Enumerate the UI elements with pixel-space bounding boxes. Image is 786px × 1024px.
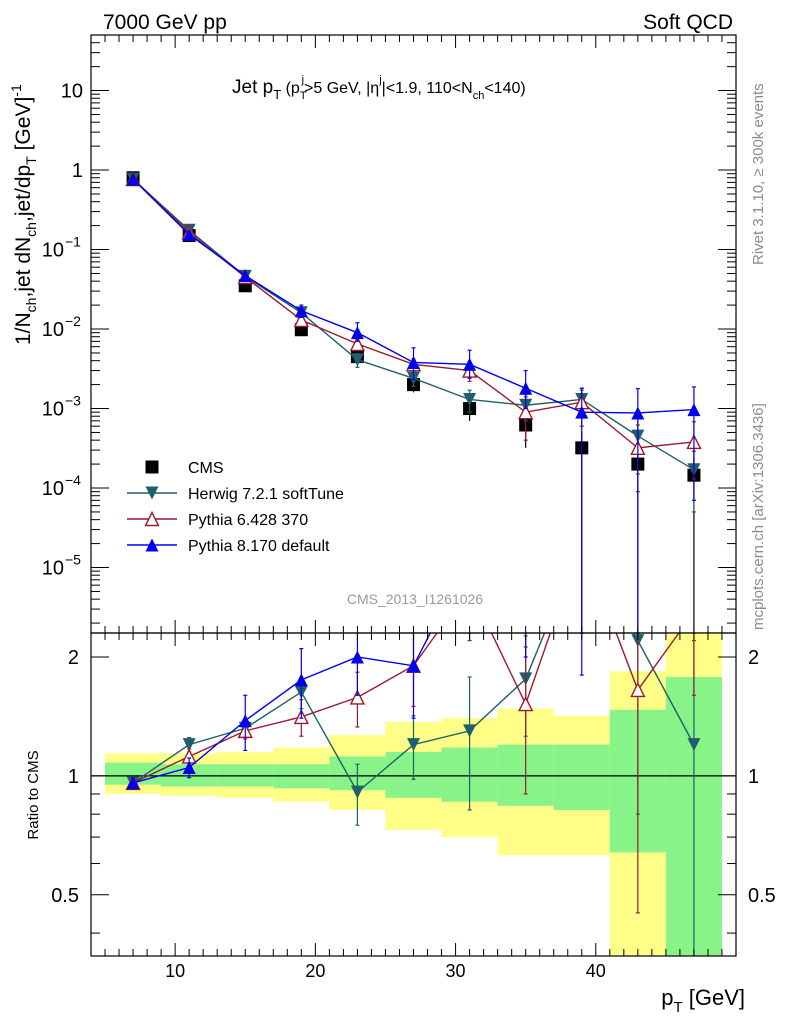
legend-marker bbox=[145, 538, 159, 552]
data-point bbox=[631, 406, 645, 420]
y-tick-label: 10 bbox=[61, 81, 83, 103]
data-point bbox=[350, 326, 364, 340]
data-point bbox=[463, 392, 477, 406]
ratio-y-ticks: 0.5 0.5 1 1 2 2 bbox=[51, 647, 776, 934]
main-series-0 bbox=[126, 171, 701, 633]
main-series-2 bbox=[125, 171, 702, 493]
y-tick-exponent: −5 bbox=[65, 552, 81, 568]
plot-title: Jet pT (pTj>5 GeV, |ηj|<1.9, 110<Nch<140… bbox=[232, 74, 526, 102]
ratio-plot-panel: 10 20 30 40 0.5 0.5 1 1 2 2 bbox=[51, 632, 776, 981]
data-point bbox=[575, 405, 589, 419]
ratio-y-tick-label-right: 2 bbox=[748, 647, 759, 669]
x-tick-label: 10 bbox=[165, 961, 185, 981]
ratio-point bbox=[294, 673, 308, 687]
legend-entry-1: Herwig 7.2.1 softTune bbox=[127, 486, 344, 503]
ratio-point bbox=[182, 761, 196, 775]
y-tick-label: 10 bbox=[42, 319, 64, 341]
ratio-point bbox=[349, 689, 366, 705]
legend-label: Herwig 7.2.1 softTune bbox=[188, 486, 344, 503]
data-point bbox=[350, 353, 364, 367]
legend-entry-2: Pythia 6.428 370 bbox=[127, 510, 308, 529]
y-tick-label: 1 bbox=[72, 160, 83, 182]
y-tick-label: 10 bbox=[42, 399, 64, 421]
y-tick-exponent: −3 bbox=[65, 393, 81, 409]
data-point bbox=[518, 404, 534, 420]
data-point bbox=[293, 311, 309, 328]
data-point bbox=[463, 357, 477, 371]
legend-marker bbox=[144, 510, 160, 527]
data-point bbox=[294, 304, 308, 318]
main-y-axis-label: 1/Nch,jet dNch,jet/dpT [GeV]-1 bbox=[8, 84, 39, 345]
ratio-point bbox=[463, 724, 477, 738]
ratio-point bbox=[518, 695, 534, 712]
ratio-x-ticks: 10 20 30 40 bbox=[104, 633, 723, 981]
data-point bbox=[407, 355, 420, 369]
legend-label: CMS bbox=[188, 460, 224, 477]
y-tick-label: 10 bbox=[42, 558, 64, 580]
inner-band-bin bbox=[553, 744, 610, 810]
data-point bbox=[349, 335, 366, 352]
data-point bbox=[238, 269, 252, 283]
y-tick-exponent: −1 bbox=[65, 234, 81, 250]
main-series-layer bbox=[125, 171, 702, 634]
ratio-y-tick-label: 2 bbox=[68, 647, 79, 669]
mcplots-label: mcplots.cern.ch [arXiv:1306.3436] bbox=[750, 403, 767, 630]
data-point bbox=[126, 172, 140, 186]
legend: CMS Herwig 7.2.1 softTune Pythia 6.428 370… bbox=[127, 460, 344, 555]
x-tick-label: 30 bbox=[446, 961, 466, 981]
data-point bbox=[687, 403, 701, 417]
data-point bbox=[519, 381, 533, 395]
header-right: Soft QCD bbox=[643, 11, 733, 34]
x-tick-label: 20 bbox=[305, 961, 325, 981]
ratio-y-tick-label-right: 0.5 bbox=[748, 885, 776, 907]
legend-label: Pythia 8.170 default bbox=[188, 538, 330, 555]
y-tick-label: 10 bbox=[42, 478, 64, 500]
ratio-point bbox=[238, 714, 252, 728]
analysis-watermark: CMS_2013_I1261026 bbox=[347, 591, 483, 607]
ratio-y-tick-label: 1 bbox=[68, 766, 79, 788]
ratio-point bbox=[687, 738, 701, 752]
ratio-y-tick-label-right: 1 bbox=[748, 766, 759, 788]
ratio-point bbox=[350, 785, 364, 799]
ratio-point bbox=[407, 659, 420, 673]
ratio-point bbox=[350, 650, 364, 664]
y-tick-exponent: −2 bbox=[65, 313, 81, 329]
main-x-ticks bbox=[104, 35, 723, 633]
ratio-series-layer bbox=[125, 633, 701, 956]
series-line bbox=[132, 178, 695, 449]
x-tick-label: 40 bbox=[586, 961, 606, 981]
main-series-3 bbox=[126, 172, 701, 634]
legend-marker bbox=[145, 460, 159, 474]
legend-marker bbox=[145, 486, 159, 500]
y-tick-label: 10 bbox=[42, 240, 64, 262]
ratio-y-axis-label: Ratio to CMS bbox=[25, 750, 42, 839]
y-tick-exponent: −4 bbox=[65, 472, 81, 488]
data-point bbox=[182, 227, 196, 241]
series-line bbox=[132, 178, 695, 471]
ratio-point bbox=[126, 776, 140, 790]
x-axis-label: pT [GeV] bbox=[661, 985, 745, 1016]
rivet-label: Rivet 3.1.10, ≥ 300k events bbox=[750, 83, 767, 265]
ratio-point bbox=[630, 681, 646, 698]
ratio-point bbox=[407, 738, 420, 752]
legend-entry-0: CMS bbox=[145, 460, 224, 477]
header-left: 7000 GeV pp bbox=[103, 11, 227, 34]
legend-label: Pythia 6.428 370 bbox=[188, 512, 308, 529]
legend-entry-3: Pythia 8.170 default bbox=[127, 538, 330, 555]
ratio-y-tick-label: 0.5 bbox=[51, 885, 79, 907]
ratio-point bbox=[182, 738, 196, 752]
